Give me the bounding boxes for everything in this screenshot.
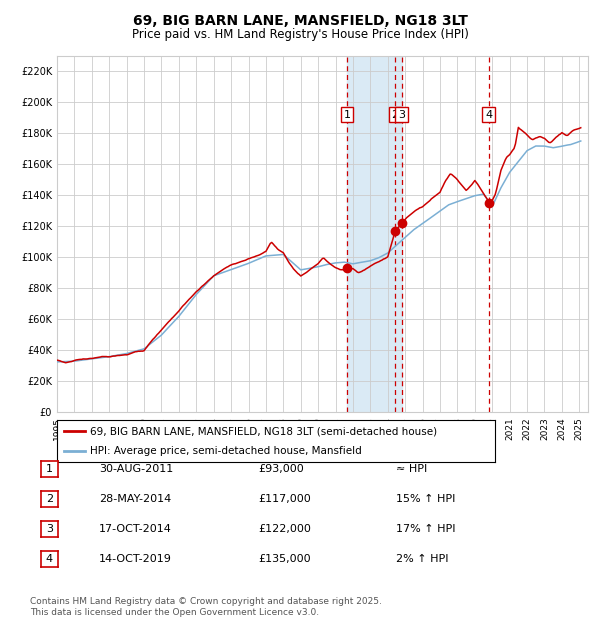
Bar (347, 56, 401, 412)
Text: Price paid vs. HM Land Registry's House Price Index (HPI): Price paid vs. HM Land Registry's House … (131, 28, 469, 41)
Text: 4: 4 (485, 110, 492, 120)
Text: 3: 3 (398, 110, 405, 120)
Text: £93,000: £93,000 (258, 464, 304, 474)
Text: 14-OCT-2019: 14-OCT-2019 (99, 554, 172, 564)
Text: 69, BIG BARN LANE, MANSFIELD, NG18 3LT: 69, BIG BARN LANE, MANSFIELD, NG18 3LT (133, 14, 467, 28)
Text: ≈ HPI: ≈ HPI (396, 464, 427, 474)
Text: 4: 4 (46, 554, 53, 564)
Text: 30-AUG-2011: 30-AUG-2011 (99, 464, 173, 474)
Text: 1: 1 (344, 110, 350, 120)
Text: 17-OCT-2014: 17-OCT-2014 (99, 524, 172, 534)
Text: 69, BIG BARN LANE, MANSFIELD, NG18 3LT (semi-detached house): 69, BIG BARN LANE, MANSFIELD, NG18 3LT (… (90, 426, 437, 436)
Text: 3: 3 (46, 524, 53, 534)
Text: Contains HM Land Registry data © Crown copyright and database right 2025.
This d: Contains HM Land Registry data © Crown c… (30, 598, 382, 617)
Text: £122,000: £122,000 (258, 524, 311, 534)
Text: 2: 2 (46, 494, 53, 504)
Text: £117,000: £117,000 (258, 494, 311, 504)
Text: 17% ↑ HPI: 17% ↑ HPI (396, 524, 455, 534)
Text: 15% ↑ HPI: 15% ↑ HPI (396, 494, 455, 504)
Text: 2: 2 (391, 110, 398, 120)
Text: 1: 1 (46, 464, 53, 474)
Text: 2% ↑ HPI: 2% ↑ HPI (396, 554, 449, 564)
Text: HPI: Average price, semi-detached house, Mansfield: HPI: Average price, semi-detached house,… (90, 446, 362, 456)
Text: 28-MAY-2014: 28-MAY-2014 (99, 494, 171, 504)
Text: £135,000: £135,000 (258, 554, 311, 564)
